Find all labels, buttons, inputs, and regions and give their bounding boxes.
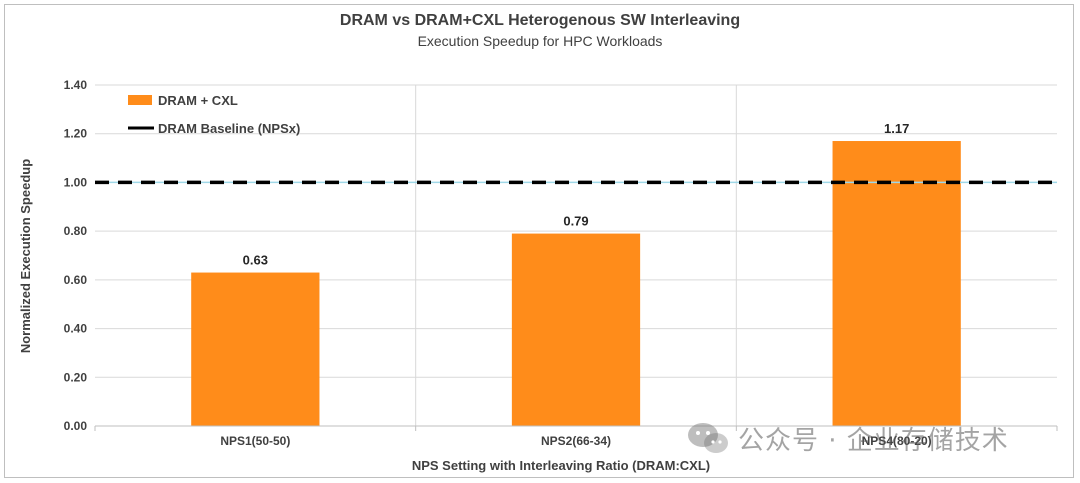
chart-subtitle: Execution Speedup for HPC Workloads: [417, 33, 663, 49]
bar: [511, 233, 641, 426]
data-label: 1.17: [884, 121, 909, 136]
legend-label-baseline: DRAM Baseline (NPSx): [158, 121, 300, 136]
watermark-text: 公众号 · 企业存储技术: [738, 425, 1009, 456]
y-tick-label: 0.80: [64, 224, 88, 238]
x-tick-label: NPS2(66-34): [541, 434, 611, 448]
y-tick-label: 1.00: [64, 175, 88, 189]
x-tick-label: NPS1(50-50): [220, 434, 290, 448]
y-axis-label: Normalized Execution Speedup: [18, 159, 33, 353]
y-tick-label: 0.20: [64, 370, 88, 384]
wechat-icon: [688, 423, 728, 453]
y-tick-label: 1.20: [64, 127, 88, 141]
bar: [832, 141, 961, 426]
legend-label-dram-cxl: DRAM + CXL: [158, 93, 238, 108]
x-axis-label: NPS Setting with Interleaving Ratio (DRA…: [412, 458, 710, 473]
y-tick-label: 0.40: [64, 322, 88, 336]
legend-swatch-dram-cxl: [128, 95, 152, 105]
y-tick-label: 1.40: [64, 78, 88, 92]
data-label: 0.63: [243, 253, 268, 268]
x-tick-label: NPS4(80-20): [862, 434, 932, 448]
y-tick-label: 0.00: [64, 419, 88, 433]
chart-title: DRAM vs DRAM+CXL Heterogenous SW Interle…: [339, 12, 741, 29]
data-label: 0.79: [563, 214, 588, 229]
bar: [191, 272, 320, 426]
y-tick-label: 0.60: [64, 273, 88, 287]
watermark: 公众号 · 企业存储技术: [686, 420, 1009, 456]
